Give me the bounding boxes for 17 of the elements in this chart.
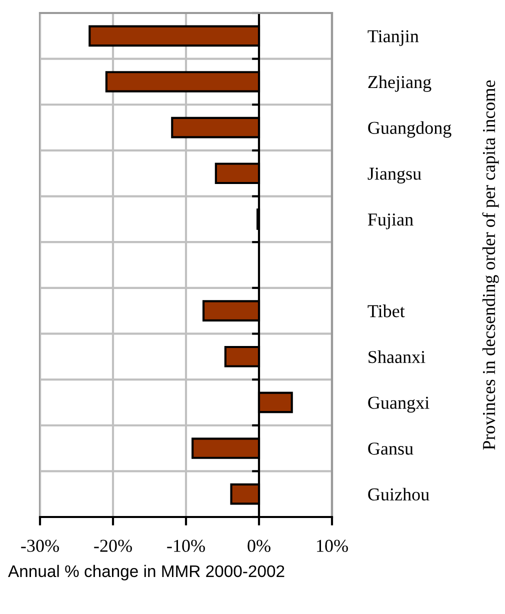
y-tick-label: Shaanxi — [368, 350, 426, 364]
y-tick-label: Guangdong — [368, 121, 452, 138]
x-tick-label: -30% — [21, 540, 59, 552]
y-tick-label: Jiangsu — [368, 168, 422, 184]
y-tick-label: Tibet — [368, 304, 405, 318]
x-tick-label: -20% — [94, 540, 132, 552]
y-tick-label: Fujian — [368, 213, 414, 230]
y-axis-title: Provinces in decsending order of per capita income — [482, 80, 499, 450]
y-tick-label: Zhejiang — [368, 75, 432, 92]
y-tick-label: Tianjin — [368, 30, 419, 46]
x-tick-label: -10% — [167, 540, 205, 552]
x-tick-label: 10% — [317, 540, 348, 552]
x-tick-label: 0% — [248, 540, 270, 552]
y-tick-label: Gansu — [368, 442, 414, 455]
y-tick-label: Guangxi — [368, 396, 430, 413]
x-axis-title: Annual % change in MMR 2000-2002 — [8, 564, 284, 580]
y-tick-label: Guizhou — [368, 488, 430, 501]
